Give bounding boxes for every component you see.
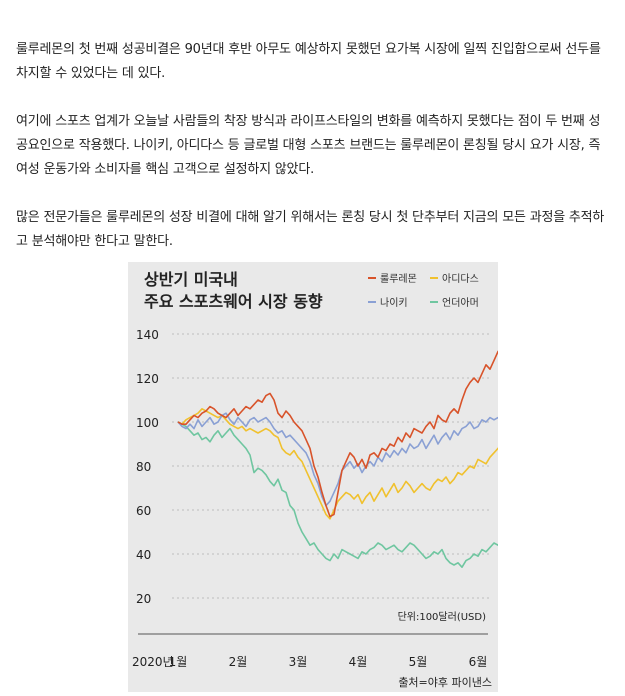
y-tick-label-140: 140 bbox=[136, 328, 159, 342]
x-tick-label-5: 5월 bbox=[409, 655, 428, 669]
x-tick-label-6: 6월 bbox=[469, 655, 488, 669]
legend-label-1: 룰루레몬 bbox=[380, 273, 417, 285]
chart-series bbox=[177, 350, 498, 569]
y-tick-label-120: 120 bbox=[136, 372, 159, 386]
series-line-4 bbox=[177, 421, 498, 569]
x-year-label: 2020년 bbox=[132, 655, 174, 669]
unit-label: 단위:100달러(USD) bbox=[398, 610, 487, 623]
legend-label-3: 나이키 bbox=[380, 297, 408, 309]
y-tick-label-100: 100 bbox=[136, 416, 159, 430]
y-tick-label-20: 20 bbox=[136, 592, 151, 606]
x-tick-label-4: 4월 bbox=[349, 655, 368, 669]
y-axis: 140 120 100 80 60 40 20 bbox=[136, 328, 159, 606]
legend-label-2: 아디다스 bbox=[442, 273, 479, 285]
paragraph-3: 많은 전문가들은 룰루레몬의 성장 비결에 대해 알기 위해서는 론칭 당시 첫… bbox=[16, 210, 605, 249]
x-tick-label-2: 2월 bbox=[229, 655, 248, 669]
series-line-1 bbox=[177, 350, 498, 518]
paragraph-2: 여기에 스포츠 업계가 오늘날 사람들의 착장 방식과 라이프스타일의 변화를 … bbox=[16, 114, 601, 177]
paragraph-1: 룰루레몬의 첫 번째 성공비결은 90년대 후반 아무도 예상하지 못했던 요가… bbox=[16, 42, 601, 81]
chart-title-line-2: 주요 스포츠웨어 시장 동향 bbox=[144, 292, 323, 311]
source-label: 출처=야후 파이낸스 bbox=[398, 676, 492, 689]
y-tick-label-60: 60 bbox=[136, 504, 151, 518]
x-axis: 1월 2월 3월 4월 5월 6월 bbox=[169, 655, 488, 669]
series-line-3 bbox=[177, 412, 498, 507]
x-tick-label-3: 3월 bbox=[289, 655, 308, 669]
chart-title-line-1: 상반기 미국내 bbox=[144, 270, 238, 289]
y-tick-label-80: 80 bbox=[136, 460, 151, 474]
legend-label-4: 언더아머 bbox=[442, 297, 479, 309]
article-body: 룰루레몬의 첫 번째 성공비결은 90년대 후반 아무도 예상하지 못했던 요가… bbox=[16, 38, 611, 278]
y-tick-label-40: 40 bbox=[136, 548, 151, 562]
series-line-2 bbox=[177, 408, 498, 520]
x-tick-label-1: 1월 bbox=[169, 655, 188, 669]
